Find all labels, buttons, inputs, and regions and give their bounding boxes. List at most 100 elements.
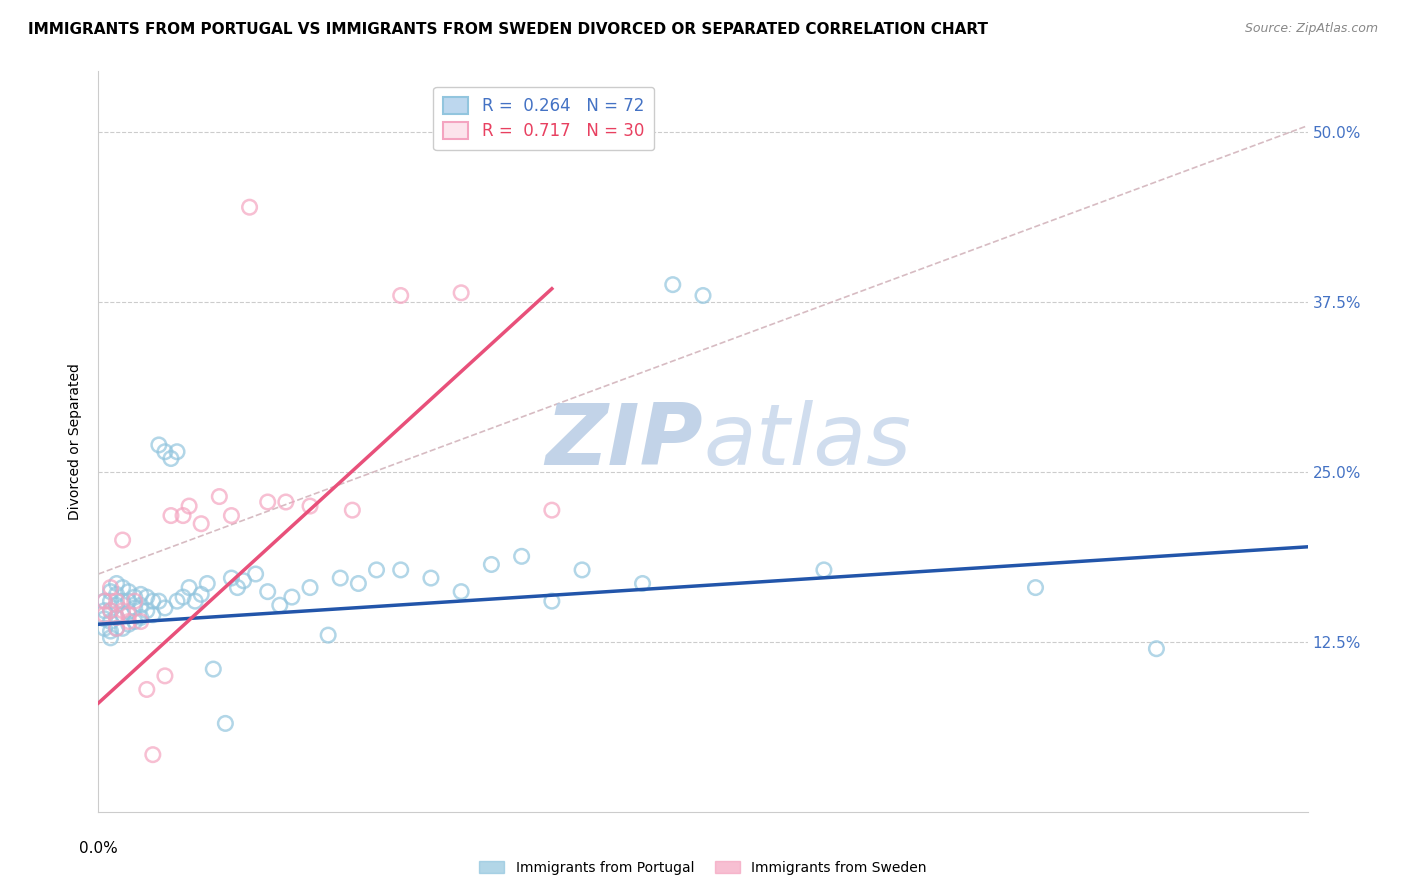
Point	[100, 604, 122, 618]
Point	[148, 438, 170, 452]
Point	[245, 566, 267, 581]
Point	[256, 584, 278, 599]
Point	[420, 571, 443, 585]
Point	[1024, 581, 1046, 595]
Point	[347, 576, 370, 591]
Text: ZIP: ZIP	[546, 400, 703, 483]
Point	[118, 617, 141, 632]
Point	[111, 533, 134, 547]
Text: 0.0%: 0.0%	[79, 841, 118, 856]
Point	[100, 604, 122, 618]
Point	[221, 571, 243, 585]
Point	[153, 669, 176, 683]
Point	[274, 495, 297, 509]
Point	[179, 499, 201, 513]
Point	[129, 587, 152, 601]
Point	[1144, 641, 1167, 656]
Point	[190, 587, 212, 601]
Point	[389, 563, 412, 577]
Point	[118, 584, 141, 599]
Point	[118, 605, 141, 619]
Point	[540, 594, 562, 608]
Point	[366, 563, 388, 577]
Point	[166, 444, 188, 458]
Point	[100, 631, 122, 645]
Point	[450, 584, 472, 599]
Point	[93, 612, 115, 626]
Point	[105, 621, 128, 635]
Point	[179, 581, 201, 595]
Point	[124, 601, 146, 615]
Point	[111, 594, 134, 608]
Point	[692, 288, 714, 302]
Point	[135, 590, 157, 604]
Point	[129, 615, 152, 629]
Point	[135, 604, 157, 618]
Point	[195, 576, 218, 591]
Point	[221, 508, 243, 523]
Point	[226, 581, 249, 595]
Point	[142, 607, 165, 622]
Point	[100, 624, 122, 638]
Point	[481, 558, 503, 572]
Point	[208, 490, 231, 504]
Point	[166, 594, 188, 608]
Point	[153, 444, 176, 458]
Point	[93, 594, 115, 608]
Point	[148, 594, 170, 608]
Point	[153, 601, 176, 615]
Point	[661, 277, 683, 292]
Legend: Immigrants from Portugal, Immigrants from Sweden: Immigrants from Portugal, Immigrants fro…	[474, 855, 932, 880]
Point	[540, 503, 562, 517]
Point	[389, 288, 412, 302]
Point	[190, 516, 212, 531]
Point	[124, 594, 146, 608]
Point	[299, 499, 322, 513]
Point	[129, 610, 152, 624]
Point	[93, 604, 115, 618]
Point	[124, 615, 146, 629]
Point	[118, 594, 141, 608]
Y-axis label: Divorced or Separated: Divorced or Separated	[69, 363, 83, 520]
Point	[571, 563, 593, 577]
Point	[129, 599, 152, 613]
Point	[105, 599, 128, 613]
Point	[269, 599, 291, 613]
Point	[111, 604, 134, 618]
Point	[510, 549, 533, 564]
Point	[135, 682, 157, 697]
Point	[342, 503, 364, 517]
Point	[142, 747, 165, 762]
Point	[142, 594, 165, 608]
Point	[299, 581, 322, 595]
Point	[111, 581, 134, 595]
Point	[329, 571, 352, 585]
Text: atlas: atlas	[703, 400, 911, 483]
Point	[172, 590, 194, 604]
Point	[111, 607, 134, 622]
Point	[118, 615, 141, 629]
Point	[172, 508, 194, 523]
Point	[450, 285, 472, 300]
Point	[160, 508, 183, 523]
Point	[813, 563, 835, 577]
Point	[184, 594, 207, 608]
Point	[100, 581, 122, 595]
Point	[100, 615, 122, 629]
Point	[105, 576, 128, 591]
Point	[160, 451, 183, 466]
Point	[105, 610, 128, 624]
Text: Source: ZipAtlas.com: Source: ZipAtlas.com	[1244, 22, 1378, 36]
Point	[631, 576, 654, 591]
Point	[202, 662, 225, 676]
Point	[232, 574, 254, 588]
Point	[124, 590, 146, 604]
Point	[105, 621, 128, 635]
Text: IMMIGRANTS FROM PORTUGAL VS IMMIGRANTS FROM SWEDEN DIVORCED OR SEPARATED CORRELA: IMMIGRANTS FROM PORTUGAL VS IMMIGRANTS F…	[28, 22, 988, 37]
Point	[105, 587, 128, 601]
Point	[256, 495, 278, 509]
Point	[93, 594, 115, 608]
Point	[100, 584, 122, 599]
Point	[214, 716, 236, 731]
Point	[239, 200, 262, 214]
